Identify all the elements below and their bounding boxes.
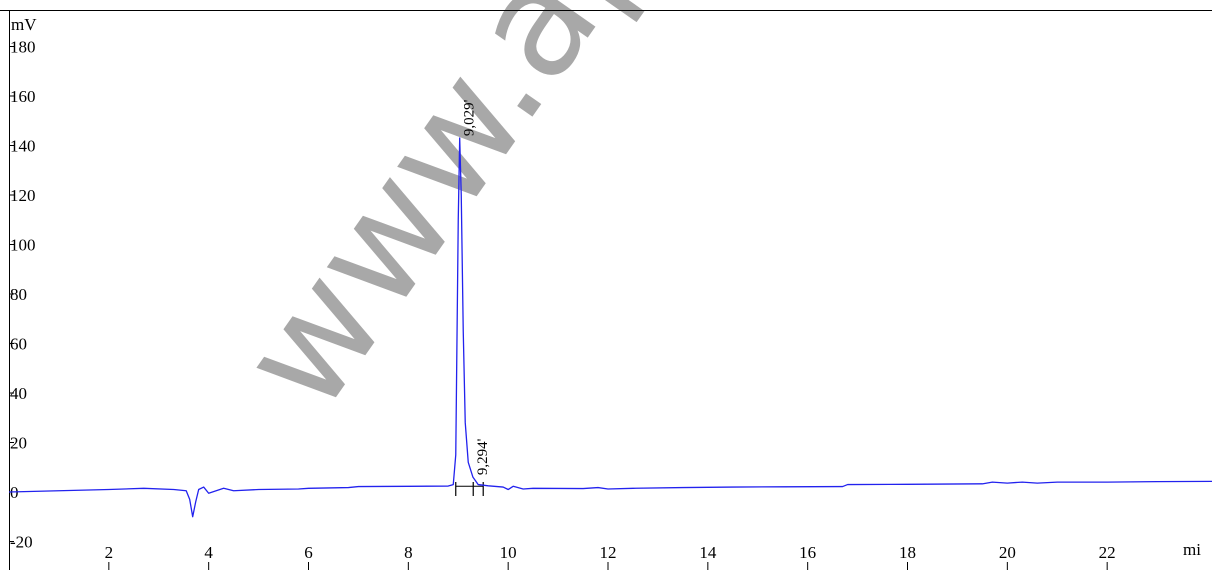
- y-tick-label: 100: [10, 236, 36, 255]
- y-tick-label: 140: [10, 137, 36, 156]
- watermark-text: www.apex: [207, 0, 790, 441]
- x-tick-label: 18: [899, 543, 916, 562]
- y-tick-label: 80: [10, 285, 27, 304]
- x-axis-unit-label: mi: [1183, 540, 1201, 559]
- x-tick-label: 22: [1099, 543, 1116, 562]
- y-tick-label: 20: [10, 434, 27, 453]
- y-tick-label: 40: [10, 384, 27, 403]
- peak-label: 9,294': [475, 438, 491, 475]
- x-tick-label: 2: [105, 543, 114, 562]
- y-tick-label: 160: [10, 87, 36, 106]
- x-tick-label: 10: [500, 543, 517, 562]
- x-tick-label: 16: [799, 543, 816, 562]
- x-tick-label: 20: [999, 543, 1016, 562]
- y-tick-label: 120: [10, 186, 36, 205]
- series-line-0: [8, 137, 1212, 518]
- peak-label: 9,029': [462, 99, 478, 136]
- x-tick-label: 8: [404, 543, 413, 562]
- x-tick-label: 6: [304, 543, 313, 562]
- x-tick-label: 12: [600, 543, 617, 562]
- x-tick-label: 14: [699, 543, 717, 562]
- y-axis-unit-label: mV: [11, 15, 37, 34]
- y-tick-label: -20: [10, 533, 33, 552]
- x-tick-label: 4: [204, 543, 213, 562]
- y-tick-label: 180: [10, 38, 36, 57]
- y-tick-label: 60: [10, 335, 27, 354]
